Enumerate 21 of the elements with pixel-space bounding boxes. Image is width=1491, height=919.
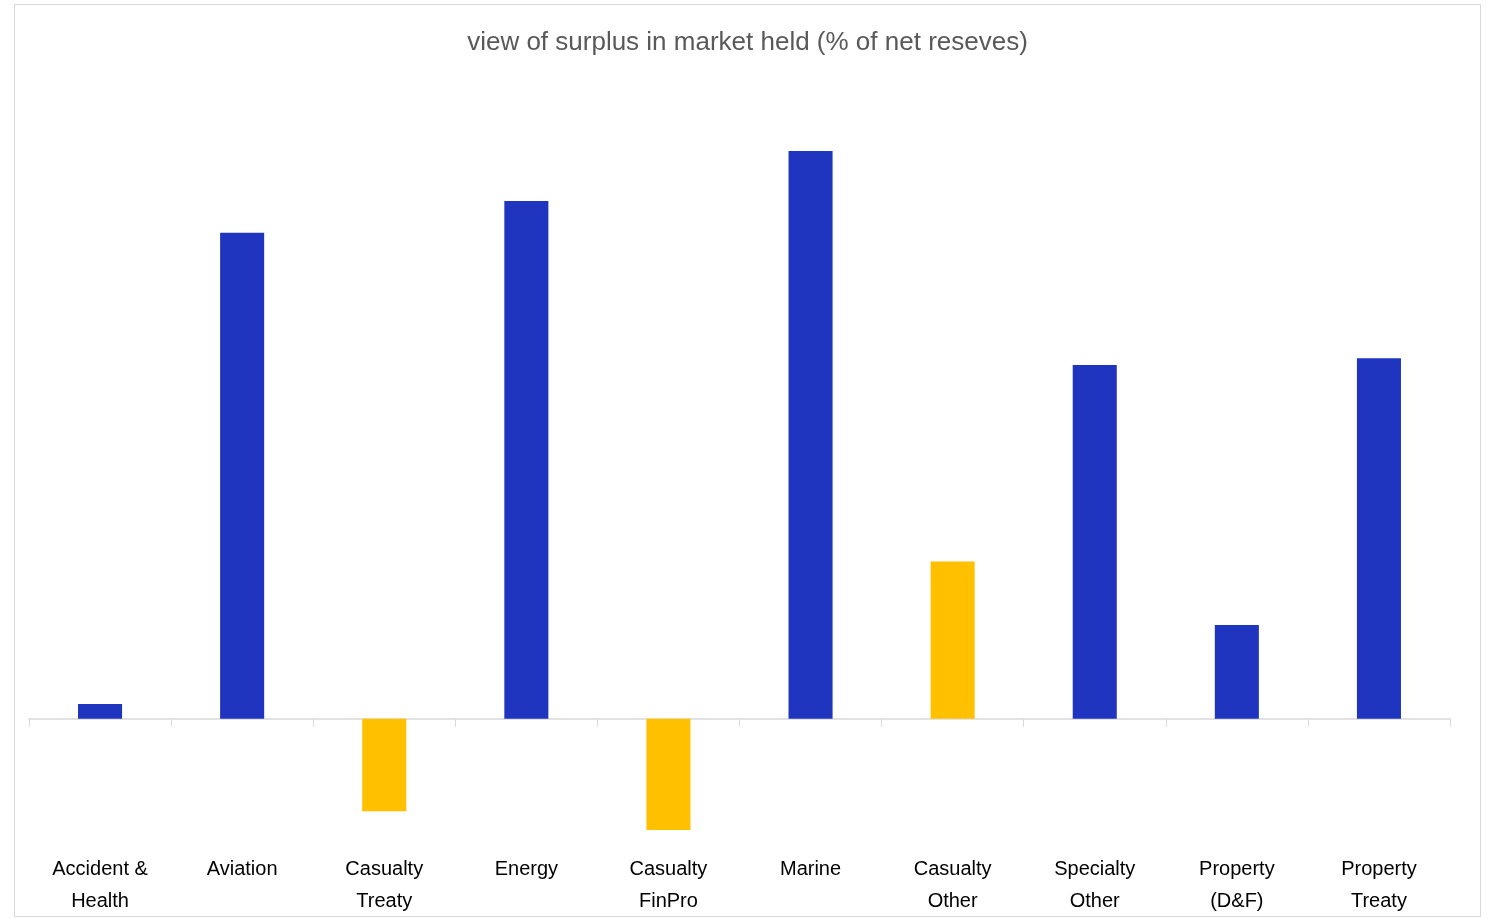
bar xyxy=(504,200,549,719)
bar xyxy=(1356,358,1401,719)
bar xyxy=(646,718,691,830)
x-tick-label: Casualty FinPro xyxy=(629,857,708,911)
bar xyxy=(1214,625,1259,719)
x-tick-label: Property Treaty xyxy=(1341,857,1417,911)
bar xyxy=(78,703,123,719)
bar xyxy=(362,718,407,812)
x-tick-label: Energy xyxy=(494,857,559,879)
bar xyxy=(788,151,833,719)
chart-title: view of surplus in market held (% of net reseves) xyxy=(467,26,1028,56)
x-tick-label: Casualty Treaty xyxy=(345,857,424,911)
x-tick-label: Aviation xyxy=(206,857,278,879)
bar xyxy=(1072,365,1117,719)
x-tick-label: Accident & Health xyxy=(52,857,149,911)
bar xyxy=(930,561,975,719)
x-tick-label: Specialty Other xyxy=(1054,857,1136,911)
x-tick-label: Property (D&F) xyxy=(1199,857,1275,911)
x-tick-label: Marine xyxy=(779,857,842,879)
x-tick-label: Casualty Other xyxy=(913,857,992,911)
bar xyxy=(220,232,265,719)
